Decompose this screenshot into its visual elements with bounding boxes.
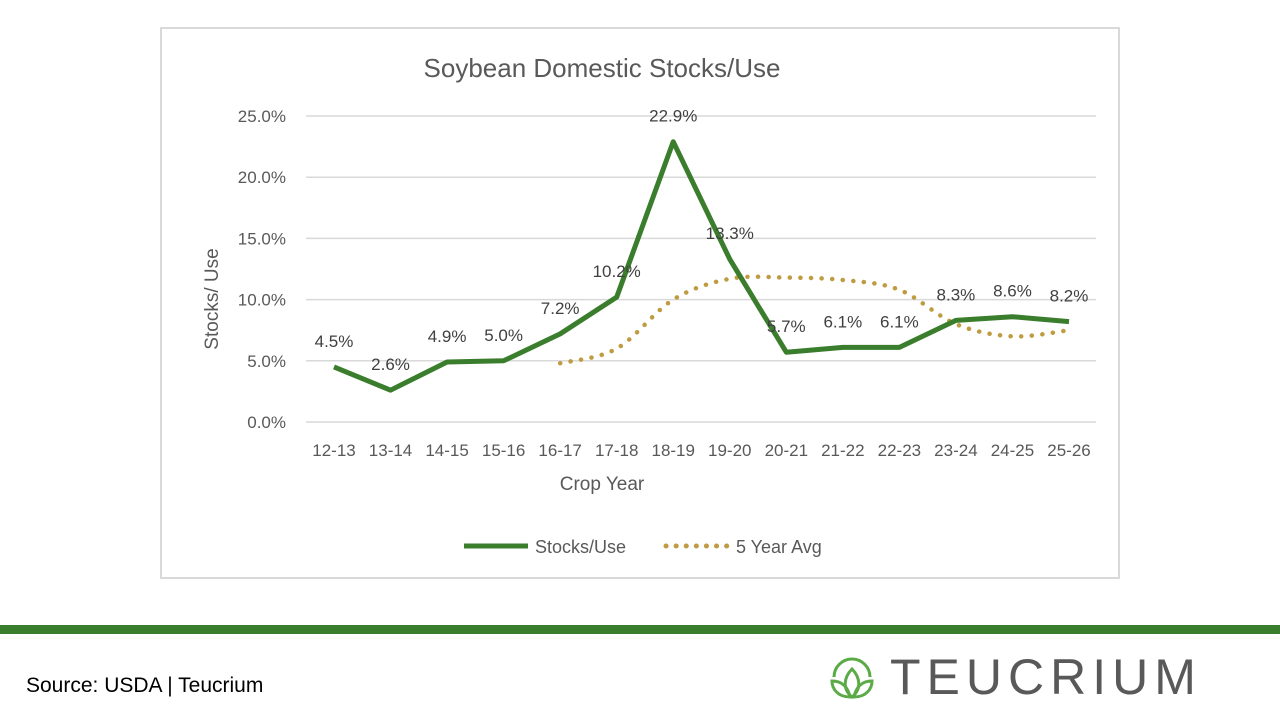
x-tick-label: 22-23 [878, 441, 921, 460]
series-stocks-use-line [333, 139, 1070, 393]
line-chart: Soybean Domestic Stocks/Use Crop Year St… [202, 53, 1096, 557]
x-tick-label: 21-22 [821, 441, 864, 460]
data-label: 5.0% [484, 326, 523, 345]
y-tick-label: 15.0% [238, 229, 286, 248]
chart-container: Soybean Domestic Stocks/Use Crop Year St… [160, 27, 1120, 579]
x-tick-label: 18-19 [651, 441, 694, 460]
logo-text: TEUCRIUM [890, 649, 1202, 705]
data-label: 4.9% [428, 327, 467, 346]
legend: Stocks/Use 5 Year Avg [464, 537, 822, 557]
y-tick-label: 20.0% [238, 168, 286, 187]
x-axis-label: Crop Year [560, 474, 645, 495]
x-tick-label: 12-13 [312, 441, 355, 460]
x-tick-label: 15-16 [482, 441, 525, 460]
y-tick-label: 5.0% [247, 352, 286, 371]
x-tick-label: 25-26 [1047, 441, 1090, 460]
data-label: 6.1% [880, 312, 919, 331]
data-label: 8.2% [1050, 287, 1089, 306]
data-label: 2.6% [371, 355, 410, 374]
data-label: 8.6% [993, 282, 1032, 301]
x-tick-label: 14-15 [425, 441, 468, 460]
data-label: 22.9% [649, 107, 697, 126]
source-note: Source: USDA | Teucrium [26, 674, 264, 697]
data-label: 13.3% [706, 224, 754, 243]
data-label: 5.7% [767, 317, 806, 336]
x-tick-label: 16-17 [538, 441, 581, 460]
data-label: 6.1% [823, 312, 862, 331]
data-label: 10.2% [593, 262, 641, 281]
y-tick-label: 0.0% [247, 413, 286, 432]
data-label: 7.2% [541, 299, 580, 318]
y-tick-label: 25.0% [238, 107, 286, 126]
teucrium-logo: TEUCRIUM [828, 652, 1202, 702]
footer-divider [0, 625, 1280, 634]
series-5-year-avg-line [557, 274, 1072, 366]
x-tick-label: 19-20 [708, 441, 751, 460]
data-label: 4.5% [315, 332, 354, 351]
legend-label-stocks-use: Stocks/Use [535, 537, 626, 557]
x-tick-label: 24-25 [991, 441, 1034, 460]
x-tick-label: 20-21 [765, 441, 808, 460]
y-axis-label: Stocks/ Use [202, 248, 223, 349]
chart-title: Soybean Domestic Stocks/Use [424, 53, 781, 83]
x-tick-label: 17-18 [595, 441, 638, 460]
x-tick-label: 23-24 [934, 441, 977, 460]
legend-label-5-year-avg: 5 Year Avg [736, 537, 822, 557]
leaf-icon [830, 657, 874, 699]
data-label: 8.3% [937, 285, 976, 304]
x-tick-label: 13-14 [369, 441, 412, 460]
y-tick-label: 10.0% [238, 291, 286, 310]
